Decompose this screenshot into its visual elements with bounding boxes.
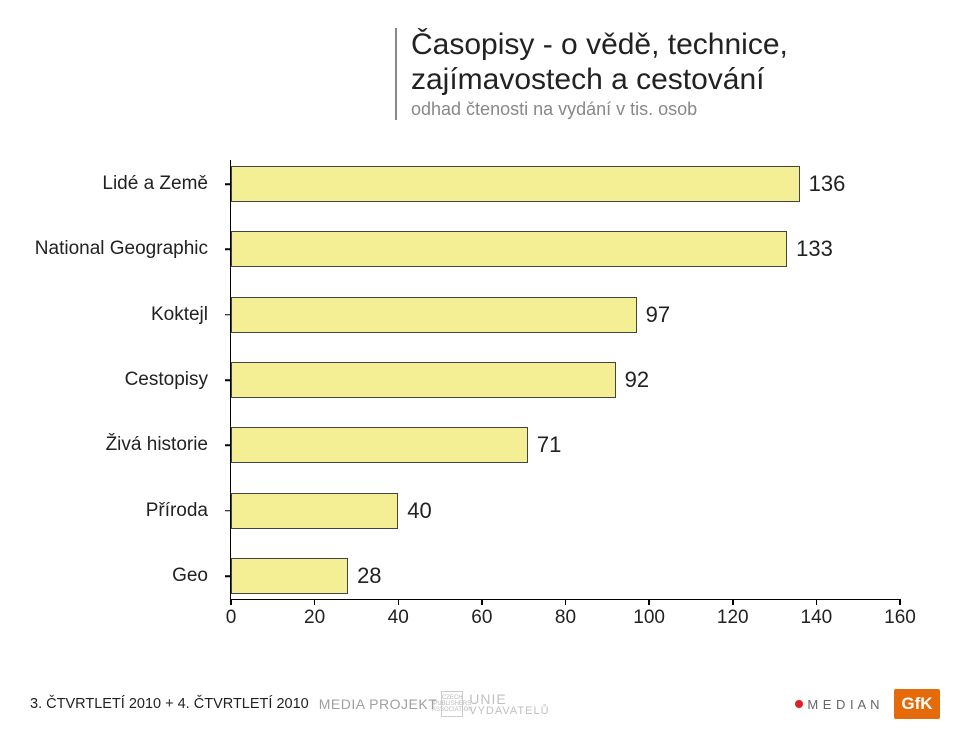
x-tick: [899, 599, 901, 605]
x-tick: [816, 599, 818, 605]
x-tick-label: 120: [717, 607, 749, 629]
unie-logo: UNIE VYDAVATELŮ: [469, 692, 549, 717]
x-tick: [398, 599, 400, 605]
bar-value: 133: [796, 236, 833, 262]
footer-period: 3. ČTVRTLETÍ 2010 + 4. ČTVRTLETÍ 2010: [30, 696, 309, 712]
bar: 40: [231, 493, 398, 529]
bar-value: 136: [809, 171, 846, 197]
x-tick-label: 0: [226, 607, 237, 629]
x-tick-label: 40: [388, 607, 409, 629]
media-projekt-logo: MEDIA PROJEKT: [319, 697, 438, 711]
category-label: Živá historie: [106, 434, 208, 456]
x-tick: [230, 599, 232, 605]
bar-value: 71: [537, 432, 561, 458]
bar: 92: [231, 362, 616, 398]
unie-line1: UNIE: [469, 692, 549, 706]
median-dot-icon: [795, 700, 803, 708]
slide: Časopisy - o vědě, technice, zajímavoste…: [0, 0, 960, 731]
x-tick: [732, 599, 734, 605]
category-label: Příroda: [146, 500, 208, 522]
category-label: Lidé a Země: [102, 173, 208, 195]
title-block: Časopisy - o vědě, technice, zajímavoste…: [395, 28, 935, 120]
x-tick: [565, 599, 567, 605]
x-tick: [648, 599, 650, 605]
y-axis-labels: Lidé a Země National Geographic Koktejl Ces…: [30, 160, 220, 600]
category-label: Cestopisy: [125, 369, 208, 391]
bar-chart: Lidé a Země National Geographic Koktejl Ces…: [30, 160, 930, 640]
x-tick: [314, 599, 316, 605]
bar-value: 28: [357, 563, 381, 589]
footer: 3. ČTVRTLETÍ 2010 + 4. ČTVRTLETÍ 2010 ME…: [30, 683, 940, 725]
x-tick-label: 60: [471, 607, 492, 629]
median-logo: M E D I A N: [795, 697, 880, 712]
gfk-logo: GfK: [894, 689, 940, 719]
x-tick-label: 140: [801, 607, 833, 629]
bar: 133: [231, 231, 787, 267]
median-text: M E D I A N: [807, 697, 880, 712]
x-tick-label: 100: [633, 607, 665, 629]
cpa-logo: CZECH PUBLISHERS ASSOCIATION: [441, 691, 463, 717]
x-tick: [481, 599, 483, 605]
unie-line2: VYDAVATELŮ: [469, 706, 549, 717]
plot-area: 1361339792714028020406080100120140160: [230, 160, 900, 600]
x-tick-label: 80: [555, 607, 576, 629]
bar: 71: [231, 427, 528, 463]
title-line-2: zajímavostech a cestování: [411, 63, 935, 98]
bar-value: 92: [625, 367, 649, 393]
media-projekt-text: MEDIA PROJEKT: [319, 696, 438, 712]
category-label: National Geographic: [35, 238, 208, 260]
title-line-1: Časopisy - o vědě, technice,: [411, 28, 935, 63]
bar: 28: [231, 558, 348, 594]
cpa-text: CZECH PUBLISHERS ASSOCIATION: [432, 695, 473, 713]
bar: 136: [231, 166, 800, 202]
x-tick-label: 160: [884, 607, 916, 629]
x-tick-label: 20: [304, 607, 325, 629]
bar-value: 40: [407, 498, 431, 524]
category-label: Koktejl: [151, 304, 208, 326]
subtitle: odhad čtenosti na vydání v tis. osob: [411, 99, 935, 120]
bar: 97: [231, 297, 637, 333]
bar-value: 97: [646, 302, 670, 328]
category-label: Geo: [172, 565, 208, 587]
